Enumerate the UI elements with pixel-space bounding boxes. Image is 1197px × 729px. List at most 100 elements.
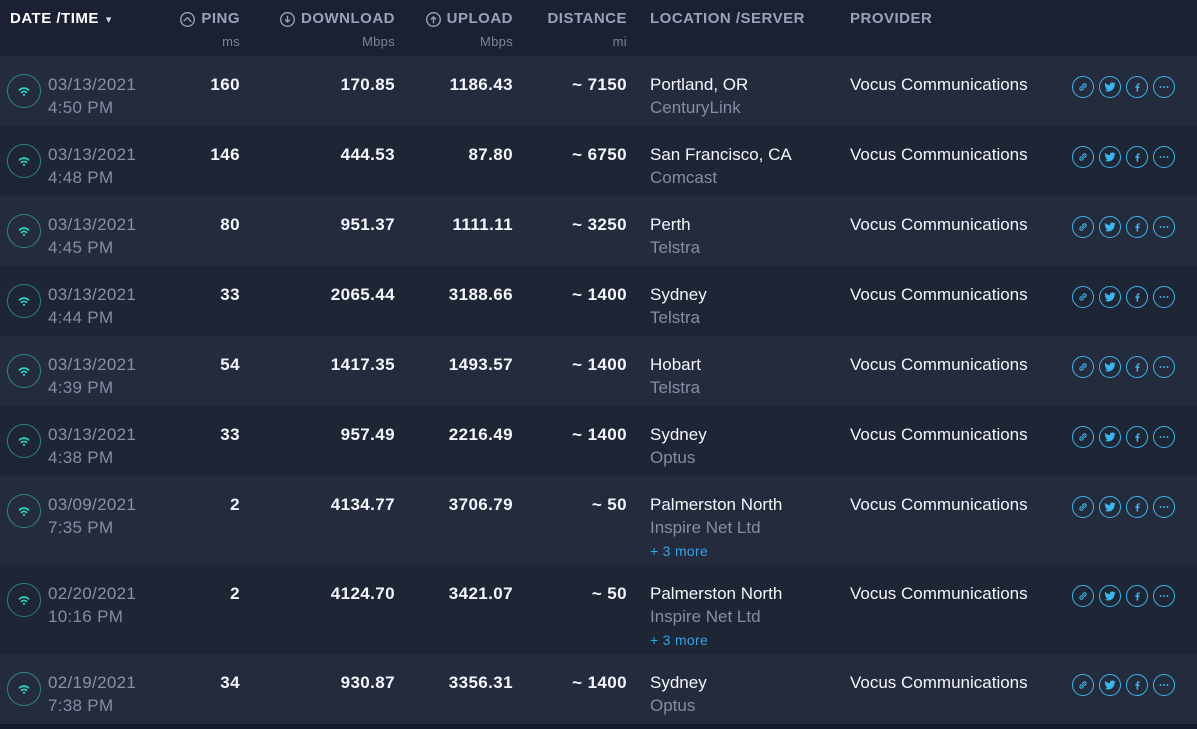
upload-value: 3188.66 bbox=[448, 285, 513, 304]
download-value: 4134.77 bbox=[330, 495, 395, 514]
facebook-icon[interactable] bbox=[1126, 496, 1148, 518]
more-servers-link[interactable]: + 3 more bbox=[650, 632, 709, 648]
upload-arrow-icon bbox=[425, 11, 442, 28]
caret-down-icon: ▾ bbox=[105, 13, 112, 26]
facebook-icon[interactable] bbox=[1126, 146, 1148, 168]
column-header-download: DOWNLOAD Mbps bbox=[240, 9, 395, 50]
provider-name: Vocus Communications bbox=[850, 355, 1028, 374]
server-isp: Inspire Net Ltd bbox=[650, 518, 761, 537]
facebook-icon[interactable] bbox=[1126, 216, 1148, 238]
upload-header-label: UPLOAD bbox=[446, 10, 513, 27]
twitter-icon[interactable] bbox=[1099, 496, 1121, 518]
result-date: 03/13/2021 bbox=[48, 75, 137, 94]
facebook-icon[interactable] bbox=[1126, 674, 1148, 696]
link-icon[interactable] bbox=[1072, 146, 1094, 168]
more-icon[interactable] bbox=[1153, 585, 1175, 607]
link-icon[interactable] bbox=[1072, 496, 1094, 518]
more-icon[interactable] bbox=[1153, 76, 1175, 98]
server-isp: Comcast bbox=[650, 168, 718, 187]
more-icon[interactable] bbox=[1153, 496, 1175, 518]
table-row: 02/20/2021 10:16 PM 2 4124.70 3421.07 ~ … bbox=[0, 565, 1197, 654]
twitter-icon[interactable] bbox=[1099, 216, 1121, 238]
more-icon[interactable] bbox=[1153, 286, 1175, 308]
download-value: 951.37 bbox=[340, 215, 395, 234]
column-header-date-time[interactable]: DATE /TIME ▾ bbox=[0, 9, 168, 29]
distance-value: ~ 50 bbox=[591, 495, 627, 514]
column-header-ping: PING ms bbox=[168, 9, 240, 50]
result-date: 03/13/2021 bbox=[48, 145, 137, 164]
ping-unit: ms bbox=[222, 34, 240, 49]
facebook-icon[interactable] bbox=[1126, 286, 1148, 308]
twitter-icon[interactable] bbox=[1099, 674, 1121, 696]
upload-value: 3356.31 bbox=[448, 673, 513, 692]
twitter-icon[interactable] bbox=[1099, 426, 1121, 448]
download-value: 2065.44 bbox=[330, 285, 395, 304]
link-icon[interactable] bbox=[1072, 674, 1094, 696]
distance-value: ~ 3250 bbox=[572, 215, 627, 234]
column-header-provider: PROVIDER bbox=[850, 9, 1070, 29]
link-icon[interactable] bbox=[1072, 286, 1094, 308]
server-location: Palmerston North bbox=[650, 495, 783, 514]
ping-value: 34 bbox=[220, 673, 240, 692]
ping-value: 33 bbox=[220, 285, 240, 304]
ping-header-label: PING bbox=[201, 10, 240, 27]
distance-value: ~ 1400 bbox=[572, 285, 627, 304]
wifi-icon bbox=[7, 214, 41, 248]
twitter-icon[interactable] bbox=[1099, 356, 1121, 378]
result-time: 7:35 PM bbox=[48, 518, 114, 537]
upload-value: 3706.79 bbox=[448, 495, 513, 514]
server-isp: Telstra bbox=[650, 238, 701, 257]
table-row: 02/19/2021 7:38 PM 34 930.87 3356.31 ~ 1… bbox=[0, 654, 1197, 724]
result-time: 4:45 PM bbox=[48, 238, 114, 257]
link-icon[interactable] bbox=[1072, 76, 1094, 98]
link-icon[interactable] bbox=[1072, 585, 1094, 607]
facebook-icon[interactable] bbox=[1126, 426, 1148, 448]
more-icon[interactable] bbox=[1153, 674, 1175, 696]
link-icon[interactable] bbox=[1072, 426, 1094, 448]
distance-header-label: DISTANCE bbox=[547, 10, 627, 27]
more-icon[interactable] bbox=[1153, 146, 1175, 168]
ping-icon bbox=[179, 11, 196, 28]
download-arrow-icon bbox=[279, 11, 296, 28]
twitter-icon[interactable] bbox=[1099, 146, 1121, 168]
download-unit: Mbps bbox=[362, 34, 395, 49]
more-servers-link[interactable]: + 3 more bbox=[650, 543, 709, 559]
download-value: 1417.35 bbox=[330, 355, 395, 374]
facebook-icon[interactable] bbox=[1126, 356, 1148, 378]
result-time: 4:39 PM bbox=[48, 378, 114, 397]
wifi-icon bbox=[7, 354, 41, 388]
provider-name: Vocus Communications bbox=[850, 495, 1028, 514]
facebook-icon[interactable] bbox=[1126, 585, 1148, 607]
twitter-icon[interactable] bbox=[1099, 76, 1121, 98]
provider-name: Vocus Communications bbox=[850, 75, 1028, 94]
wifi-icon bbox=[7, 284, 41, 318]
provider-name: Vocus Communications bbox=[850, 673, 1028, 692]
table-header: DATE /TIME ▾ PING ms bbox=[0, 0, 1197, 56]
server-isp: Optus bbox=[650, 448, 696, 467]
wifi-icon bbox=[7, 74, 41, 108]
provider-name: Vocus Communications bbox=[850, 584, 1028, 603]
upload-value: 87.80 bbox=[468, 145, 513, 164]
result-time: 4:44 PM bbox=[48, 308, 114, 327]
server-isp: Telstra bbox=[650, 378, 701, 397]
wifi-icon bbox=[7, 144, 41, 178]
facebook-icon[interactable] bbox=[1126, 76, 1148, 98]
server-location: Sydney bbox=[650, 425, 707, 444]
distance-value: ~ 7150 bbox=[572, 75, 627, 94]
result-time: 7:38 PM bbox=[48, 696, 114, 715]
twitter-icon[interactable] bbox=[1099, 585, 1121, 607]
server-isp: CenturyLink bbox=[650, 98, 741, 117]
ping-value: 33 bbox=[220, 425, 240, 444]
more-icon[interactable] bbox=[1153, 216, 1175, 238]
more-icon[interactable] bbox=[1153, 356, 1175, 378]
distance-value: ~ 1400 bbox=[572, 673, 627, 692]
link-icon[interactable] bbox=[1072, 356, 1094, 378]
twitter-icon[interactable] bbox=[1099, 286, 1121, 308]
ping-value: 54 bbox=[220, 355, 240, 374]
link-icon[interactable] bbox=[1072, 216, 1094, 238]
upload-value: 1111.11 bbox=[452, 215, 513, 234]
more-icon[interactable] bbox=[1153, 426, 1175, 448]
wifi-icon bbox=[7, 672, 41, 706]
table-row: 03/13/2021 4:38 PM 33 957.49 2216.49 ~ 1… bbox=[0, 406, 1197, 476]
